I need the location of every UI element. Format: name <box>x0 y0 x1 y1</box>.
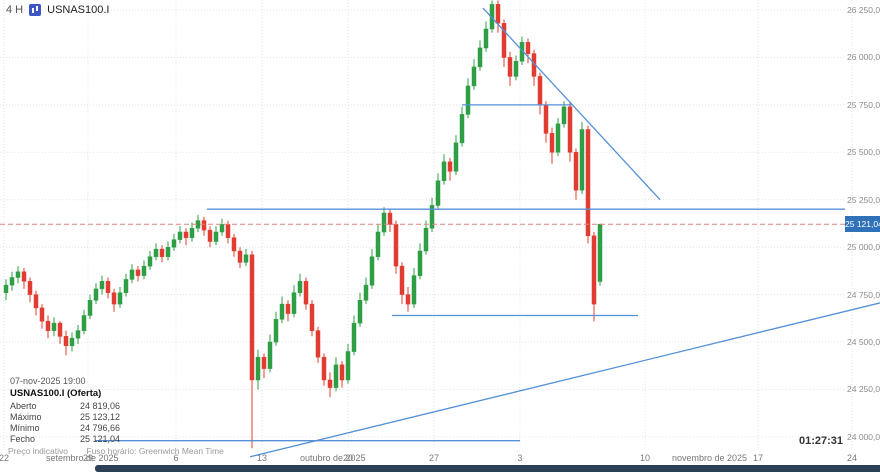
tooltip-datetime: 07-nov-2025 19:00 <box>10 376 86 386</box>
tooltip-title: USNAS100.I (Oferta) <box>10 388 102 399</box>
price-axis-label: 26 000,00 <box>847 52 880 62</box>
date-axis-tick: 13 <box>256 453 268 463</box>
instrument-icon <box>29 4 42 16</box>
date-axis-tick: 29 <box>82 453 94 463</box>
candles-layer <box>3 0 603 449</box>
date-axis-month-label: novembro de 2025 <box>672 453 748 463</box>
status-bar: Preço indicativo Fuso horário: Greenwich… <box>8 446 240 456</box>
timezone-label: Fuso horário: Greenwich Mean Time <box>86 446 224 456</box>
candle-countdown-timer: 01:27:31 <box>798 435 843 447</box>
chart-toolbar: 4 H USNAS100.I <box>6 4 110 16</box>
instrument-selector[interactable]: USNAS100.I <box>47 4 110 16</box>
ohlc-tooltip: 07-nov-2025 19:00 USNAS100.I (Oferta) Ab… <box>10 376 120 445</box>
date-axis-tick: 6 <box>173 453 179 463</box>
date-axis-tick: 17 <box>752 453 764 463</box>
tooltip-row-low: Mínimo 24 796,66 <box>10 423 120 434</box>
low-label: Mínimo <box>10 423 40 433</box>
close-value: 25 121,04 <box>79 434 120 444</box>
high-label: Máximo <box>10 412 42 422</box>
date-axis-tick: 20 <box>342 453 354 463</box>
price-axis-label: 24 250,00 <box>847 384 880 394</box>
price-axis-label: 25 750,00 <box>847 100 880 110</box>
tooltip-row-close: Fecho 25 121,04 <box>10 434 120 445</box>
price-axis-label: 24 750,00 <box>847 290 880 300</box>
date-axis-month-label: outubro de 2025 <box>300 453 366 463</box>
tooltip-row-high: Máximo 25 123,12 <box>10 412 120 423</box>
date-axis-tick: 3 <box>517 453 523 463</box>
high-value: 25 123,12 <box>79 412 120 422</box>
price-axis-label: 24 000,00 <box>847 432 880 442</box>
date-axis-month-label: setembro de 2025 <box>46 453 119 463</box>
date-axis-tick: 10 <box>639 453 651 463</box>
open-label: Aberto <box>10 401 37 411</box>
tooltip-row-open: Aberto 24 819,06 <box>10 401 120 412</box>
price-axis-label: 26 250,00 <box>847 5 880 15</box>
open-value: 24 819,06 <box>79 401 120 411</box>
date-axis-tick: 24 <box>846 453 858 463</box>
close-label: Fecho <box>10 434 36 444</box>
chart-scrollbar[interactable] <box>95 465 880 472</box>
price-axis-label: 25 500,00 <box>847 147 880 157</box>
price-axis-label: 25 250,00 <box>847 195 880 205</box>
price-axis-label: 25 000,00 <box>847 242 880 252</box>
price-type-label: Preço indicativo <box>8 446 69 456</box>
date-axis-tick: 22 <box>0 453 10 463</box>
date-axis-tick: 27 <box>428 453 440 463</box>
interval-selector[interactable]: 4 H <box>6 4 24 16</box>
price-axis-label: 24 500,00 <box>847 337 880 347</box>
low-value: 24 796,66 <box>79 423 120 433</box>
current-price-badge: 25 121,04 <box>845 216 880 232</box>
annotations-layer[interactable] <box>95 7 880 458</box>
